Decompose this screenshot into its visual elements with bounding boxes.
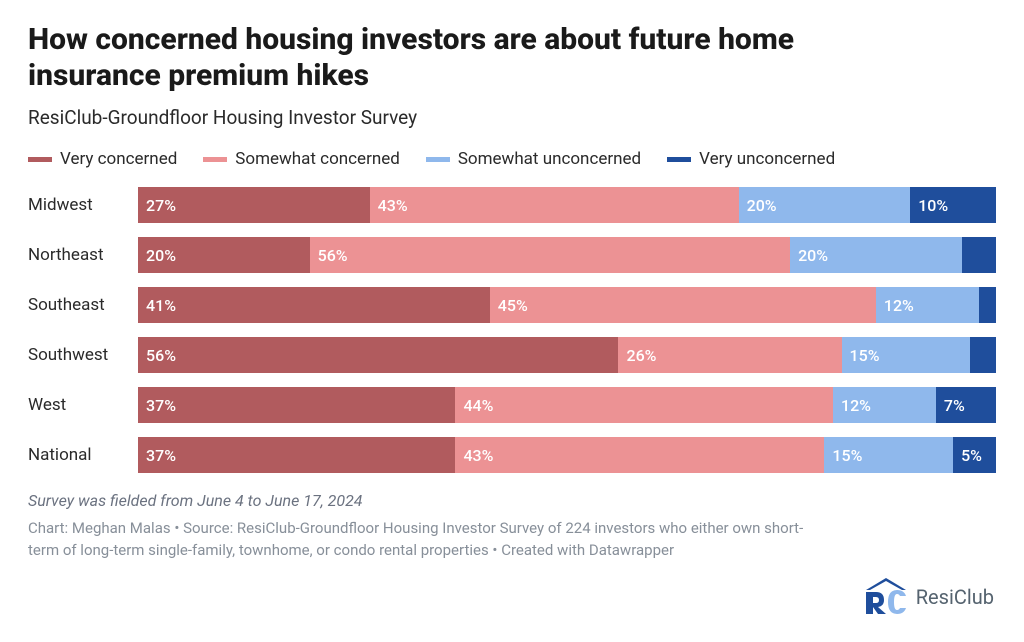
bar-segment: 26% [618, 337, 841, 373]
bar-segment-value: 41% [146, 296, 176, 315]
row-label: Northeast [28, 245, 138, 265]
bar-segment-value: 43% [378, 196, 408, 215]
chart-legend: Very concerned Somewhat concerned Somewhat… [28, 149, 996, 169]
bar-segment: 37% [138, 437, 455, 473]
chart-credit: Chart: Meghan Malas • Source: ResiClub-G… [28, 518, 828, 562]
bar-segment: 15% [842, 337, 971, 373]
chart-note: Survey was fielded from June 4 to June 1… [28, 491, 996, 510]
bar-segment [970, 337, 996, 373]
legend-label: Somewhat concerned [235, 149, 400, 169]
bar-segment-value: 56% [318, 246, 348, 265]
bar-segment-value: 15% [850, 346, 880, 365]
bar-segment: 15% [824, 437, 953, 473]
legend-swatch [203, 157, 227, 162]
bar-segment: 41% [138, 287, 490, 323]
stacked-bar-chart: Midwest 27% 43% 20% 10% Northeast 20% 56% 20% Sou… [28, 187, 996, 473]
bar-segment: 56% [310, 237, 790, 273]
legend-label: Very unconcerned [699, 149, 835, 169]
chart-subtitle: ResiClub-Groundfloor Housing Investor Su… [28, 106, 996, 129]
legend-label: Very concerned [60, 149, 177, 169]
bar-segment: 10% [910, 187, 996, 223]
resiclub-logo-icon [864, 578, 908, 616]
legend-swatch [426, 157, 450, 162]
legend-item: Very unconcerned [667, 149, 835, 169]
row-label: Midwest [28, 195, 138, 215]
bar-segment: 43% [370, 187, 739, 223]
bar-segment-value: 27% [146, 196, 176, 215]
bar-segment-value: 37% [146, 446, 176, 465]
row-label: West [28, 395, 138, 415]
legend-swatch [28, 157, 52, 162]
bar-segment-value: 37% [146, 396, 176, 415]
bar-segment [979, 287, 996, 323]
bar-segment: 37% [138, 387, 455, 423]
bar-segment-value: 20% [798, 246, 828, 265]
bar-segment-value: 10% [918, 196, 948, 215]
bar-segment-value: 7% [944, 396, 965, 415]
bar-segment-value: 15% [832, 446, 862, 465]
bar-segment [962, 237, 996, 273]
bar-segment: 7% [936, 387, 996, 423]
bar-segment: 27% [138, 187, 370, 223]
bar-segment: 20% [790, 237, 962, 273]
legend-item: Somewhat concerned [203, 149, 400, 169]
bar-segment: 12% [876, 287, 979, 323]
legend-item: Somewhat unconcerned [426, 149, 641, 169]
brand-lockup: ResiClub [864, 578, 994, 616]
bar-row: 27% 43% 20% 10% [138, 187, 996, 223]
bar-segment-value: 12% [884, 296, 914, 315]
legend-label: Somewhat unconcerned [458, 149, 641, 169]
bar-segment-value: 43% [463, 446, 493, 465]
bar-row: 37% 43% 15% 5% [138, 437, 996, 473]
bar-segment: 5% [953, 437, 996, 473]
row-label: Southeast [28, 295, 138, 315]
bar-row: 20% 56% 20% [138, 237, 996, 273]
bar-segment: 45% [490, 287, 876, 323]
legend-item: Very concerned [28, 149, 177, 169]
row-label: National [28, 445, 138, 465]
bar-segment-value: 12% [841, 396, 871, 415]
chart-title: How concerned housing investors are abou… [28, 22, 928, 94]
bar-row: 41% 45% 12% [138, 287, 996, 323]
bar-segment-value: 5% [961, 446, 982, 465]
bar-segment: 43% [455, 437, 824, 473]
bar-segment: 20% [138, 237, 310, 273]
bar-segment: 44% [455, 387, 833, 423]
bar-segment: 56% [138, 337, 618, 373]
bar-segment-value: 44% [463, 396, 493, 415]
legend-swatch [667, 157, 691, 162]
bar-segment-value: 56% [146, 346, 176, 365]
bar-segment-value: 20% [747, 196, 777, 215]
brand-name: ResiClub [916, 585, 994, 609]
bar-segment: 20% [739, 187, 911, 223]
bar-row: 37% 44% 12% 7% [138, 387, 996, 423]
bar-segment: 12% [833, 387, 936, 423]
bar-row: 56% 26% 15% [138, 337, 996, 373]
row-label: Southwest [28, 345, 138, 365]
bar-segment-value: 45% [498, 296, 528, 315]
bar-segment-value: 20% [146, 246, 176, 265]
bar-segment-value: 26% [626, 346, 656, 365]
